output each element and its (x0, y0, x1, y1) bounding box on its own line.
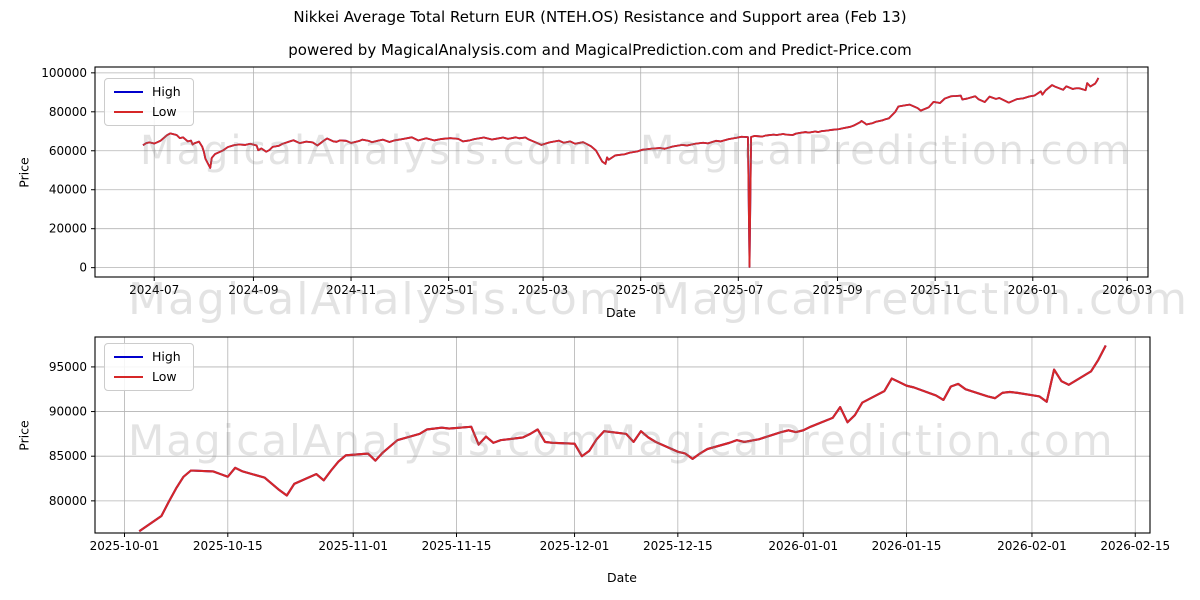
x-tick-label: 2025-11-01 (318, 539, 388, 553)
high-series-path (138, 344, 1107, 533)
low-line-swatch (114, 376, 143, 378)
x-tick-label: 2025-11-15 (422, 539, 492, 553)
x-tick-label: 2026-02-15 (1100, 539, 1170, 553)
main-y-axis-label: Price (16, 157, 32, 188)
grid (95, 67, 1148, 277)
legend-label-low: Low (152, 369, 177, 384)
x-tick-label: 2024-11 (326, 283, 376, 297)
x-tick-label: 2025-07 (713, 283, 763, 297)
x-tick-label: 2025-01 (424, 283, 474, 297)
x-tick-label: 2026-01-01 (768, 539, 838, 553)
page-subtitle: powered by MagicalAnalysis.com and Magic… (288, 41, 912, 59)
x-tick-label: 2026-03 (1102, 283, 1152, 297)
low-line-swatch (114, 111, 143, 113)
main-chart: 2024-07 2024-09 2024-11 2025-01 2025-03 2025-… (41, 66, 1152, 297)
x-tick-label: 2025-05 (616, 283, 666, 297)
high-line-swatch (114, 91, 143, 93)
high-series-path (142, 77, 1100, 268)
y-tick-label: 40000 (49, 183, 87, 197)
low-series-path (142, 77, 1100, 268)
zoom-y-axis-label: Price (16, 420, 32, 451)
legend-item-high: High (114, 85, 181, 99)
high-line-swatch (114, 356, 143, 358)
y-tick-label: 0 (79, 261, 87, 275)
axis-ticks: 2025-10-01 2025-10-15 2025-11-01 2025-11-15… (49, 360, 1170, 553)
axis-ticks: 2024-07 2024-09 2024-11 2025-01 2025-03 2025-… (41, 66, 1152, 297)
x-tick-label: 2025-12-15 (643, 539, 713, 553)
legend-item-low: Low (114, 370, 181, 384)
x-tick-label: 2026-01-15 (872, 539, 942, 553)
legend-label-low: Low (152, 104, 177, 119)
low-series-path (138, 344, 1107, 533)
grid (95, 337, 1150, 533)
x-tick-label: 2026-01 (1008, 283, 1058, 297)
x-tick-label: 2025-10-01 (90, 539, 160, 553)
page-title: Nikkei Average Total Return EUR (NTEH.OS… (293, 8, 907, 26)
x-tick-label: 2025-12-01 (540, 539, 610, 553)
legend-label-high: High (152, 84, 181, 99)
legend-item-high: High (114, 350, 181, 364)
plot-border (94, 66, 1149, 278)
main-chart-legend: High Low (104, 78, 194, 126)
zoom-x-axis-label: Date (607, 570, 637, 585)
x-tick-label: 2026-02-01 (997, 539, 1067, 553)
y-tick-label: 80000 (49, 105, 87, 119)
y-tick-label: 20000 (49, 222, 87, 236)
x-tick-label: 2025-03 (518, 283, 568, 297)
y-tick-label: 100000 (41, 66, 87, 80)
zoom-chart: 2025-10-01 2025-10-15 2025-11-01 2025-11-15… (49, 336, 1170, 553)
x-tick-label: 2024-07 (129, 283, 179, 297)
main-x-axis-label: Date (606, 305, 636, 320)
zoom-chart-legend: High Low (104, 343, 194, 391)
y-tick-label: 60000 (49, 144, 87, 158)
y-tick-label: 80000 (49, 494, 87, 508)
plot-border (94, 336, 1151, 534)
legend-item-low: Low (114, 105, 181, 119)
y-tick-label: 85000 (49, 449, 87, 463)
legend-label-high: High (152, 349, 181, 364)
x-tick-label: 2025-11 (910, 283, 960, 297)
x-tick-label: 2024-09 (228, 283, 278, 297)
x-tick-label: 2025-09 (812, 283, 862, 297)
y-tick-label: 90000 (49, 405, 87, 419)
y-tick-label: 95000 (49, 360, 87, 374)
x-tick-label: 2025-10-15 (193, 539, 263, 553)
